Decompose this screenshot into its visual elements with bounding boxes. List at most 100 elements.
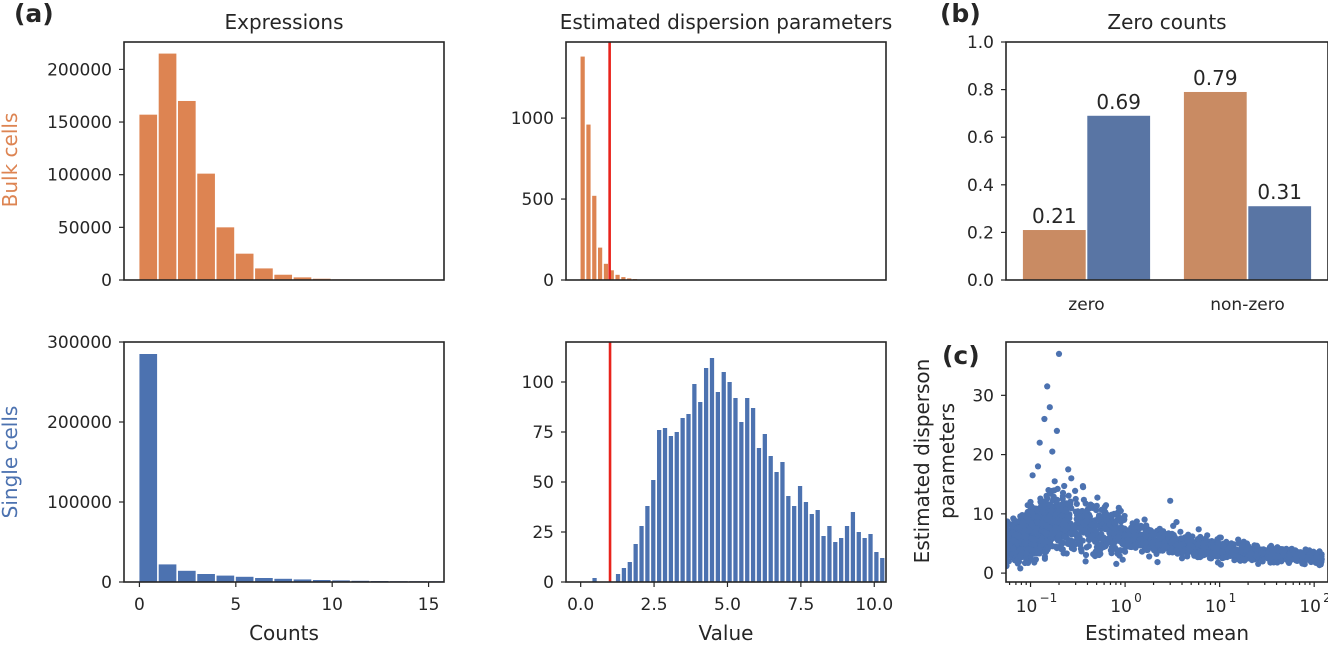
disp-single-bar bbox=[821, 536, 826, 582]
scatter-point bbox=[1150, 530, 1157, 538]
disp-single-bar bbox=[709, 358, 715, 582]
expr-bulk-ytick-label: 100000 bbox=[47, 166, 112, 186]
scatter-point bbox=[1280, 549, 1287, 556]
scatter-point bbox=[1093, 522, 1100, 529]
scatter-point bbox=[1013, 557, 1020, 564]
disp-single-bar bbox=[703, 368, 709, 582]
expr-single-bar bbox=[293, 579, 312, 582]
scatter-point bbox=[1033, 506, 1040, 513]
scatter-point bbox=[1082, 558, 1089, 565]
scatter-point bbox=[1243, 546, 1250, 553]
disp-single-bar bbox=[727, 382, 732, 582]
scatter-point bbox=[1224, 554, 1231, 561]
disp-single-bar bbox=[951, 562, 955, 582]
disp-single-bar bbox=[1009, 568, 1013, 582]
scatter-point bbox=[1159, 547, 1166, 554]
y-axis-label-line-1: Estimated disperson bbox=[910, 359, 934, 564]
scatter-point bbox=[1217, 561, 1224, 568]
scatter-point bbox=[1195, 526, 1202, 533]
disp-single-bar bbox=[898, 544, 902, 582]
expr-bulk-bar bbox=[158, 53, 177, 280]
scatter-ytick-label: 10 bbox=[972, 505, 994, 525]
scatter-point bbox=[1194, 541, 1202, 548]
disp-single-bars bbox=[592, 358, 1054, 582]
scatter-points bbox=[1006, 350, 1325, 572]
scatter-point bbox=[1143, 522, 1150, 529]
scatter-point bbox=[1016, 524, 1023, 532]
disp-single-bar bbox=[774, 472, 779, 582]
scatter-point bbox=[1031, 536, 1038, 543]
zero-counts-data-label: 0.69 bbox=[1096, 90, 1141, 114]
scatter-point bbox=[1121, 512, 1128, 520]
scatter-point bbox=[1073, 500, 1080, 507]
scatter-point bbox=[1132, 543, 1139, 550]
scatter-point bbox=[1027, 498, 1034, 506]
disp-single-xtick-label: 7.5 bbox=[787, 595, 814, 615]
scatter-point bbox=[1173, 519, 1180, 526]
disp-single-bar bbox=[686, 414, 691, 582]
zero-counts-data-label: 0.21 bbox=[1032, 204, 1077, 228]
scatter-point bbox=[1094, 494, 1101, 501]
disp-single-bar bbox=[627, 562, 632, 582]
scatter-point bbox=[1032, 556, 1039, 563]
scatter-point bbox=[1141, 516, 1148, 523]
disp-single-bar bbox=[904, 542, 908, 582]
scatter-point bbox=[1084, 529, 1091, 536]
scatter-point bbox=[1209, 543, 1217, 551]
scatter-point bbox=[1067, 501, 1074, 508]
scatter-point bbox=[1233, 546, 1240, 554]
disp-single-bar bbox=[1033, 564, 1037, 582]
scatter-point bbox=[1042, 538, 1050, 545]
disp-single-bar bbox=[856, 532, 861, 582]
zero-counts-data-label: 0.79 bbox=[1193, 66, 1238, 90]
scatter-point bbox=[1049, 448, 1056, 455]
disp-bulk-bar bbox=[592, 195, 597, 280]
scatter-point bbox=[1025, 516, 1032, 523]
scatter-xtick-label: 10 bbox=[1299, 597, 1321, 617]
scatter-point bbox=[1278, 558, 1285, 565]
disp-single-bar bbox=[839, 538, 844, 582]
scatter-point bbox=[1313, 553, 1320, 560]
disp-single-bar bbox=[621, 568, 627, 582]
scatter-point bbox=[1063, 550, 1070, 557]
scatter-point bbox=[1113, 560, 1120, 568]
expr-bulk-axes-frame bbox=[123, 41, 445, 281]
y-axis-label-line-2: parameters bbox=[935, 403, 959, 519]
scatter-point bbox=[1253, 542, 1260, 549]
scatter-point bbox=[1300, 553, 1307, 560]
scatter-point bbox=[1219, 548, 1226, 555]
disp-single-bar bbox=[1045, 566, 1049, 582]
disp-single-bar bbox=[1050, 550, 1054, 582]
scatter-point bbox=[1059, 493, 1066, 500]
disp-bulk-ytick-label: 0 bbox=[543, 271, 554, 291]
scatter-point bbox=[1299, 560, 1306, 567]
scatter-point bbox=[1170, 536, 1177, 543]
expressions-single-chart: Counts 0 100000 200000 300000 0 5 10 15 bbox=[47, 333, 445, 645]
scatter-point bbox=[1072, 529, 1079, 537]
expr-bulk-ytick-label: 0 bbox=[101, 271, 112, 291]
disp-single-xtick-label: 2.5 bbox=[641, 595, 668, 615]
scatter-point bbox=[1151, 547, 1158, 554]
expr-single-ytick-label: 300000 bbox=[47, 333, 112, 353]
expr-single-xtick-label: 5 bbox=[230, 595, 241, 615]
disp-single-axes-frame bbox=[565, 341, 887, 583]
disp-single-bar bbox=[645, 506, 650, 582]
scatter-point bbox=[1231, 557, 1238, 564]
scatter-point bbox=[1118, 517, 1125, 524]
scatter-point bbox=[1096, 551, 1103, 559]
zero-counts-ytick-label: 0.6 bbox=[967, 128, 994, 148]
scatter-point bbox=[1293, 554, 1300, 561]
disp-single-bar bbox=[962, 552, 966, 582]
scatter-point bbox=[1103, 516, 1110, 523]
expr-single-bar bbox=[216, 575, 235, 582]
expr-bulk-bar bbox=[293, 277, 312, 280]
expr-bulk-bar bbox=[139, 114, 158, 280]
disp-single-bar bbox=[939, 538, 943, 582]
disp-single-bar bbox=[721, 372, 726, 582]
disp-single-bar bbox=[833, 542, 838, 582]
zero-counts-bar bbox=[1087, 115, 1151, 280]
scatter-point bbox=[1206, 555, 1214, 562]
disp-single-bar bbox=[809, 514, 814, 582]
expr-single-bar bbox=[312, 580, 331, 582]
